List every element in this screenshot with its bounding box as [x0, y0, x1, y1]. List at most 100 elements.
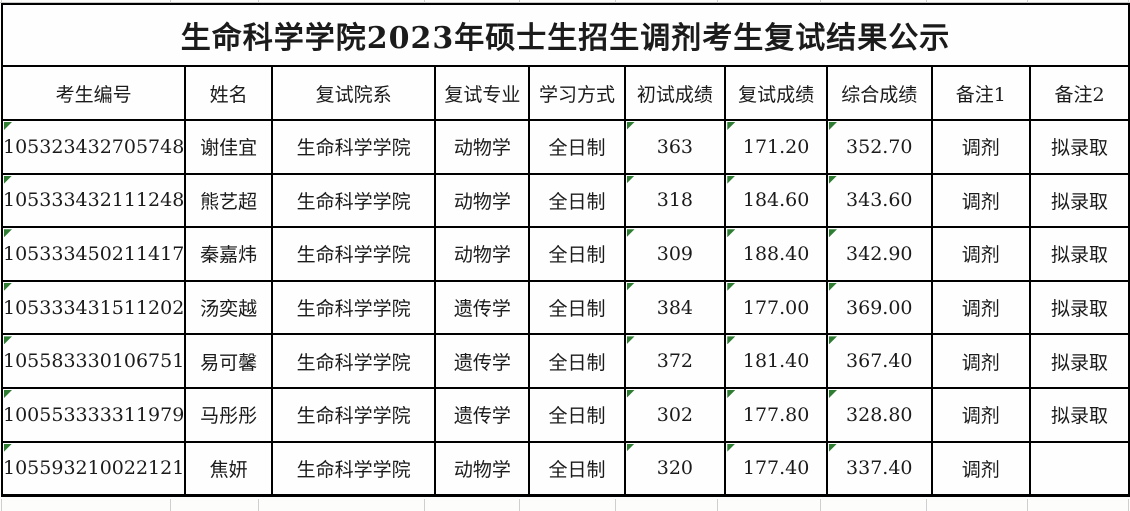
error-triangle-icon	[828, 122, 837, 130]
cell-text: 105583330106751	[3, 350, 185, 373]
error-triangle-icon	[4, 122, 12, 130]
cell-text: 拟录取	[1051, 244, 1109, 267]
cell-text: 生命科学学院	[296, 405, 411, 428]
cell-text: 易可馨	[200, 351, 258, 374]
table-cell: 全日制	[528, 279, 626, 336]
table-cell: 105333431511202	[0, 279, 187, 336]
table-row: 105323432705748 谢佳宜 生命科学学院 动物学 全日制 363 171.20 3…	[0, 119, 1130, 175]
cell-text: 调剂	[961, 137, 1000, 160]
column-header-7: 综合成绩	[825, 65, 933, 121]
cell-text: 遗传学	[453, 298, 511, 321]
cell-text: 384	[656, 296, 694, 319]
table-cell: 动物学	[434, 440, 531, 497]
column-header-4: 学习方式	[528, 65, 626, 121]
cell-text: 生命科学学院	[296, 244, 411, 267]
cell-text: 生命科学学院	[296, 298, 411, 321]
column-header-2: 复试院系	[270, 65, 437, 121]
table-cell: 汤奕越	[184, 279, 273, 336]
cell-text: 105333432111248	[3, 189, 185, 212]
gridline-tick	[926, 499, 927, 511]
cell-text: 105593210022121	[3, 457, 185, 480]
table-cell: 动物学	[434, 172, 531, 229]
gridline-tick	[170, 0, 171, 3]
table-cell: 177.00	[724, 279, 828, 336]
gridline-tick	[519, 499, 520, 511]
gridline-tick	[519, 0, 520, 3]
cell-text: 177.40	[742, 457, 810, 480]
table-cell: 马彤彤	[184, 386, 273, 443]
table-row: 105333450211417 秦嘉炜 生命科学学院 动物学 全日制 309 188.40 3…	[0, 226, 1130, 282]
table-cell: 372	[623, 333, 727, 389]
table-cell: 171.20	[724, 119, 828, 175]
cell-text: 调剂	[961, 190, 1000, 213]
table-row: 105333432111248 熊艺超 生命科学学院 动物学 全日制 318 184.60 3…	[0, 172, 1130, 229]
error-triangle-icon	[727, 122, 736, 130]
cell-text: 352.70	[846, 135, 913, 158]
gridline-tick	[258, 0, 259, 3]
table-cell: 105583330106751	[0, 333, 187, 389]
cell-text: 调剂	[961, 298, 1000, 321]
cell-text: 动物学	[453, 458, 511, 481]
cell-text: 343.60	[846, 189, 913, 212]
cell-text: 171.20	[742, 135, 810, 158]
table-cell: 177.40	[724, 440, 828, 497]
table-cell: 生命科学学院	[270, 226, 437, 282]
table-cell: 动物学	[434, 119, 531, 175]
table-row: 105583330106751 易可馨 生命科学学院 遗传学 全日制 372 181.40 3…	[0, 333, 1130, 389]
error-triangle-icon	[828, 282, 837, 291]
cell-text: 318	[656, 189, 694, 212]
cell-text: 马彤彤	[200, 405, 258, 428]
table-cell: 105323432705748	[0, 119, 187, 175]
table-cell: 全日制	[528, 172, 626, 229]
table-cell: 367.40	[825, 333, 933, 389]
cell-text: 302	[656, 403, 694, 426]
error-triangle-icon	[727, 389, 736, 398]
gridline-tick	[424, 499, 425, 511]
gridline-tick	[1027, 499, 1028, 511]
cell-text: 动物学	[453, 244, 511, 267]
cell-text: 181.40	[742, 350, 810, 373]
admission-results-table: 生命科学学院2023年硕士生招生调剂考生复试结果公示 考生编号 姓名 复试院系 复试专…	[0, 3, 1130, 498]
table-cell: 调剂	[930, 386, 1032, 443]
cell-text: 367.40	[846, 350, 913, 373]
table-cell: 生命科学学院	[270, 172, 437, 229]
table-cell	[1029, 440, 1130, 497]
cell-text: 调剂	[961, 244, 1000, 267]
cell-text: 拟录取	[1051, 137, 1109, 160]
gridline-tick	[1027, 0, 1028, 3]
table-cell: 177.80	[724, 386, 828, 443]
table-cell: 调剂	[930, 440, 1032, 497]
cell-text: 遗传学	[453, 351, 511, 374]
table-cell: 生命科学学院	[270, 119, 437, 175]
table-cell: 363	[623, 119, 727, 175]
table-cell: 谢佳宜	[184, 119, 273, 175]
error-triangle-icon	[828, 229, 837, 238]
cell-text: 105323432705748	[3, 135, 185, 158]
cell-text: 拟录取	[1051, 298, 1109, 321]
cell-text: 动物学	[453, 190, 511, 213]
table-cell: 生命科学学院	[270, 333, 437, 389]
cell-text: 调剂	[961, 458, 1000, 481]
cell-text: 动物学	[453, 137, 511, 160]
table-cell: 全日制	[528, 119, 626, 175]
table-cell: 生命科学学院	[270, 279, 437, 336]
error-triangle-icon	[626, 229, 635, 238]
table-cell: 拟录取	[1029, 172, 1130, 229]
table-cell: 易可馨	[184, 333, 273, 389]
cell-text: 342.90	[846, 242, 913, 265]
table-cell: 100553333311979	[0, 386, 187, 443]
table-cell: 拟录取	[1029, 226, 1130, 282]
gridline-tick	[1, 0, 2, 3]
cell-text: 谢佳宜	[200, 137, 258, 160]
error-triangle-icon	[626, 336, 635, 345]
error-triangle-icon	[727, 229, 736, 238]
cell-text: 调剂	[961, 351, 1000, 374]
table-cell: 384	[623, 279, 727, 336]
cell-text: 全日制	[548, 298, 606, 321]
table-cell: 318	[623, 172, 727, 229]
table-cell: 秦嘉炜	[184, 226, 273, 282]
gridline-tick	[926, 0, 927, 3]
column-header-5: 初试成绩	[623, 65, 727, 121]
cell-text: 328.80	[846, 403, 913, 426]
